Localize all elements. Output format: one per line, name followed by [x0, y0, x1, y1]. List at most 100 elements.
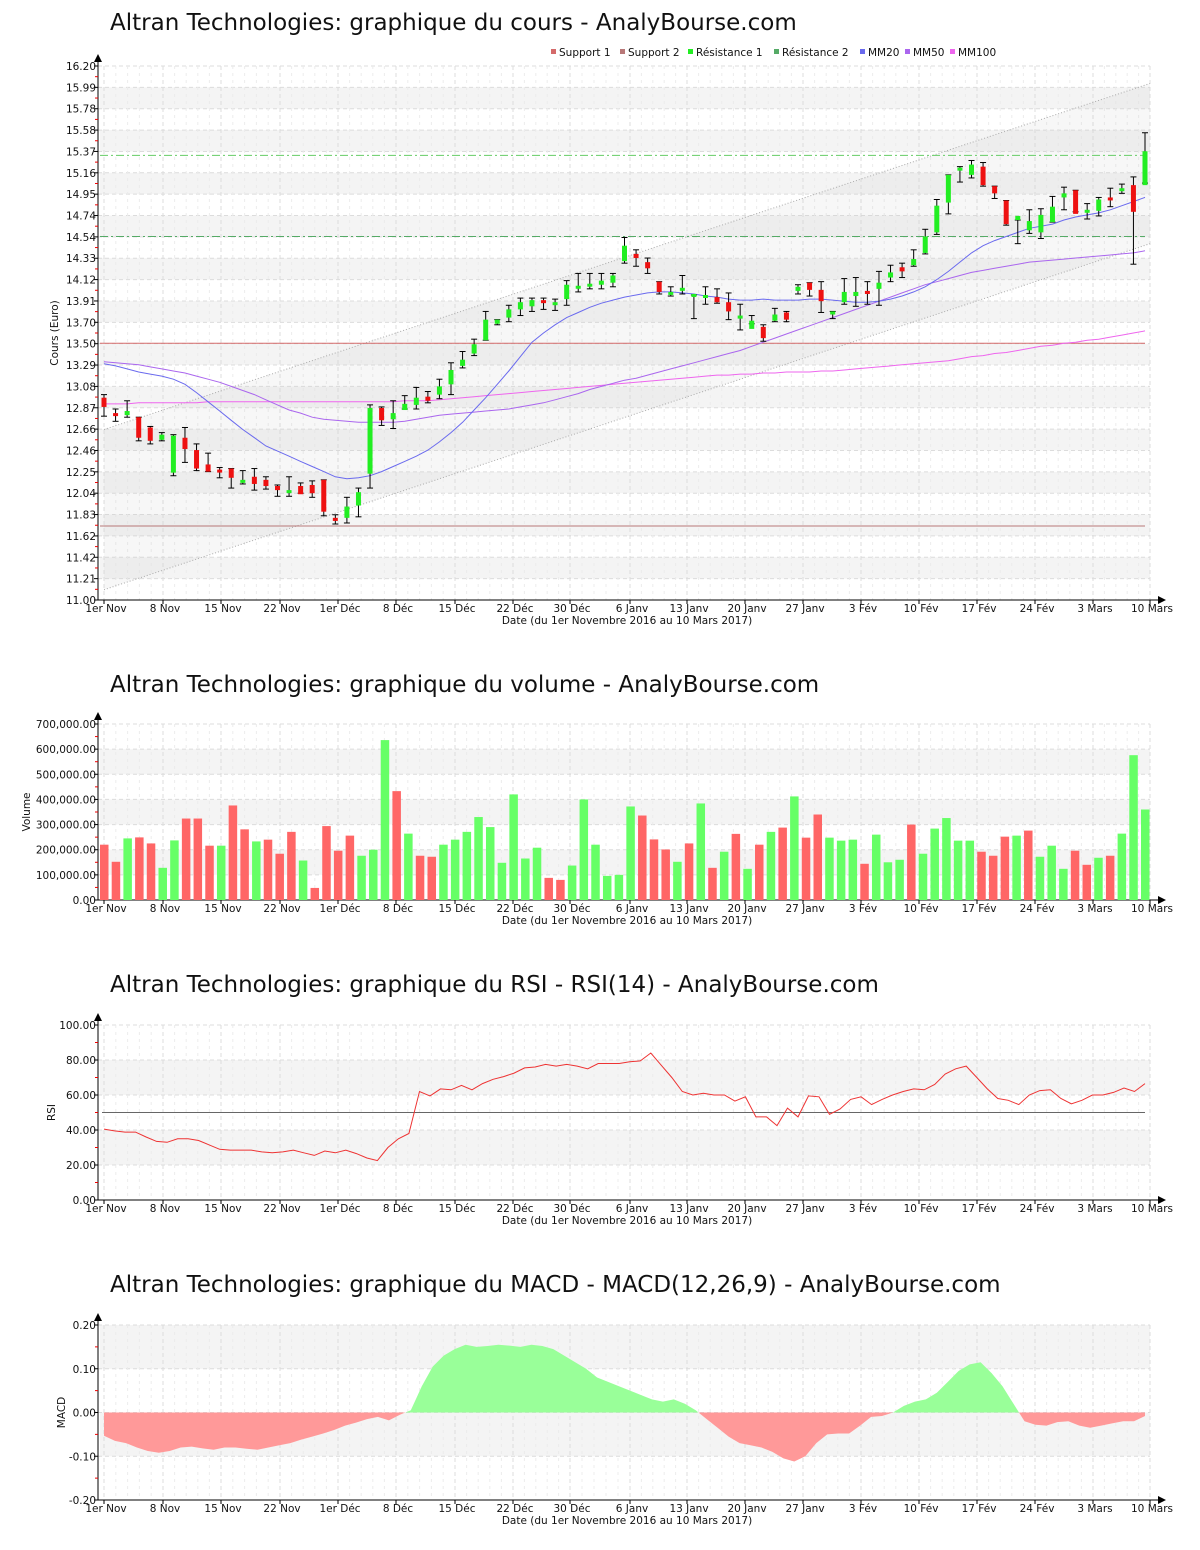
x-tick-label: 13 Janv [669, 603, 708, 615]
x-tick-label: 8 Déc [383, 603, 414, 615]
price-legend: Support 1 Support 2 Résistance 1 Résistance… [551, 47, 996, 59]
x-tick-label: 3 Fév [849, 1503, 877, 1515]
x-tick-label: 24 Fév [1020, 1503, 1055, 1515]
x-tick-label: 3 Fév [849, 603, 877, 615]
candle [297, 482, 304, 495]
volume-bar [743, 868, 752, 900]
x-tick-label: 15 Déc [438, 903, 475, 915]
candle [378, 406, 385, 426]
candle [1084, 203, 1091, 220]
x-tick-label: 13 Janv [669, 1503, 708, 1515]
y-tick-label: 0.00 [73, 895, 96, 907]
x-tick-label: 22 Déc [496, 1503, 533, 1515]
candle [609, 272, 616, 288]
volume-bar [322, 826, 331, 900]
volume-bar [123, 838, 132, 900]
legend-label: MM20 [868, 47, 899, 59]
x-tick-label: 27 Janv [785, 1203, 824, 1215]
candle [367, 404, 374, 489]
volume-bar [977, 851, 986, 900]
y-tick-label: 15.58 [66, 125, 96, 137]
legend-swatch [551, 49, 556, 54]
candle [459, 350, 466, 369]
volume-bar [953, 840, 963, 900]
y-axis-label: Volume [21, 792, 33, 831]
legend-label: MM50 [913, 47, 944, 59]
candle [181, 426, 188, 463]
volume-bar [1082, 864, 1092, 900]
macd-chart-title: Altran Technologies: graphique du MACD -… [110, 1272, 1001, 1298]
candle [875, 270, 882, 306]
volume-bar [333, 850, 343, 900]
volume-bar [918, 853, 928, 900]
mm50-line [103, 250, 1146, 423]
x-tick-label: 3 Fév [849, 1203, 877, 1215]
volume-bar [193, 818, 203, 900]
candle [471, 338, 478, 357]
candle [540, 297, 547, 310]
macd-chart: 0.20 0.10 0.00 -0.10 -0.20 MACD 1er Nov 8 Nov 15… [56, 1313, 1173, 1527]
x-tick-label: 3 Mars [1077, 603, 1112, 615]
x-tick-label: 8 Déc [383, 1503, 414, 1515]
candle [286, 476, 293, 497]
candle [147, 425, 154, 445]
candle [413, 386, 420, 410]
y-tick-label: 13.08 [66, 381, 96, 393]
candle [158, 432, 165, 442]
x-tick-label: 10 Fév [904, 1203, 939, 1215]
volume-bar [415, 855, 425, 900]
candle [112, 408, 119, 422]
volume-bar [883, 862, 893, 900]
y-tick-label: 0.20 [73, 1320, 96, 1332]
volume-bar [497, 862, 507, 900]
candle [563, 280, 570, 306]
candle [991, 185, 998, 199]
y-tick-label: 15.37 [66, 146, 96, 158]
legend-label: Résistance 2 [782, 47, 849, 59]
candle [135, 416, 142, 442]
legend-label: Résistance 1 [696, 47, 763, 59]
volume-bar [731, 833, 741, 900]
x-tick-label: 24 Fév [1020, 1203, 1055, 1215]
legend-swatch [905, 49, 910, 54]
channel-lower-line [103, 243, 1151, 591]
volume-bar [404, 833, 413, 900]
y-tick-label: 14.33 [66, 253, 96, 265]
y-tick-label: 0.10 [73, 1364, 96, 1376]
candle [528, 297, 535, 312]
volume-bar [813, 814, 822, 900]
volume-bar [1105, 855, 1115, 900]
candle [1142, 132, 1148, 186]
y-tick-label: 40.00 [66, 1125, 96, 1137]
x-tick-label: 20 Janv [727, 1503, 766, 1515]
volume-bar [965, 840, 975, 900]
x-tick-label: 8 Nov [150, 1203, 181, 1215]
candle [517, 297, 524, 317]
volume-bar [462, 831, 472, 900]
volume-bar [719, 851, 729, 900]
candle [228, 468, 235, 489]
legend-swatch [860, 49, 865, 54]
macd-positive-area [405, 1344, 699, 1413]
y-tick-label: 300,000.00 [36, 820, 96, 832]
x-tick-label: 27 Janv [785, 1503, 824, 1515]
volume-bar [696, 803, 706, 900]
volume-bar [1047, 845, 1056, 900]
candle [1118, 183, 1125, 194]
candle [795, 284, 801, 295]
x-tick-label: 15 Nov [204, 903, 241, 915]
channel-upper-line [103, 82, 1151, 431]
x-axis-label: Date (du 1er Novembre 2016 au 10 Mars 20… [502, 915, 752, 927]
candle [1107, 187, 1114, 208]
volume-bar [1024, 830, 1033, 900]
volume-bar [380, 740, 390, 900]
y-tick-label: 11.83 [66, 510, 96, 522]
candle [737, 303, 744, 331]
volume-bar [357, 855, 366, 900]
candle [922, 228, 929, 255]
volume-bar [532, 847, 542, 900]
x-tick-label: 1er Nov [85, 903, 126, 915]
volume-bar [1012, 835, 1021, 900]
y-tick-label: 100.00 [59, 1020, 96, 1032]
volume-bar [345, 835, 355, 900]
